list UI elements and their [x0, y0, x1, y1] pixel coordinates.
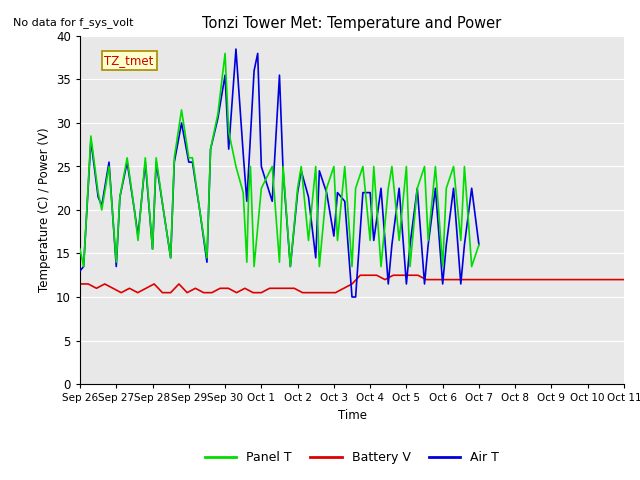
X-axis label: Time: Time	[337, 408, 367, 421]
Text: No data for f_sys_volt: No data for f_sys_volt	[13, 17, 133, 28]
Text: TZ_tmet: TZ_tmet	[104, 54, 154, 67]
Y-axis label: Temperature (C) / Power (V): Temperature (C) / Power (V)	[38, 128, 51, 292]
Legend: Panel T, Battery V, Air T: Panel T, Battery V, Air T	[200, 446, 504, 469]
Title: Tonzi Tower Met: Temperature and Power: Tonzi Tower Met: Temperature and Power	[202, 16, 502, 31]
